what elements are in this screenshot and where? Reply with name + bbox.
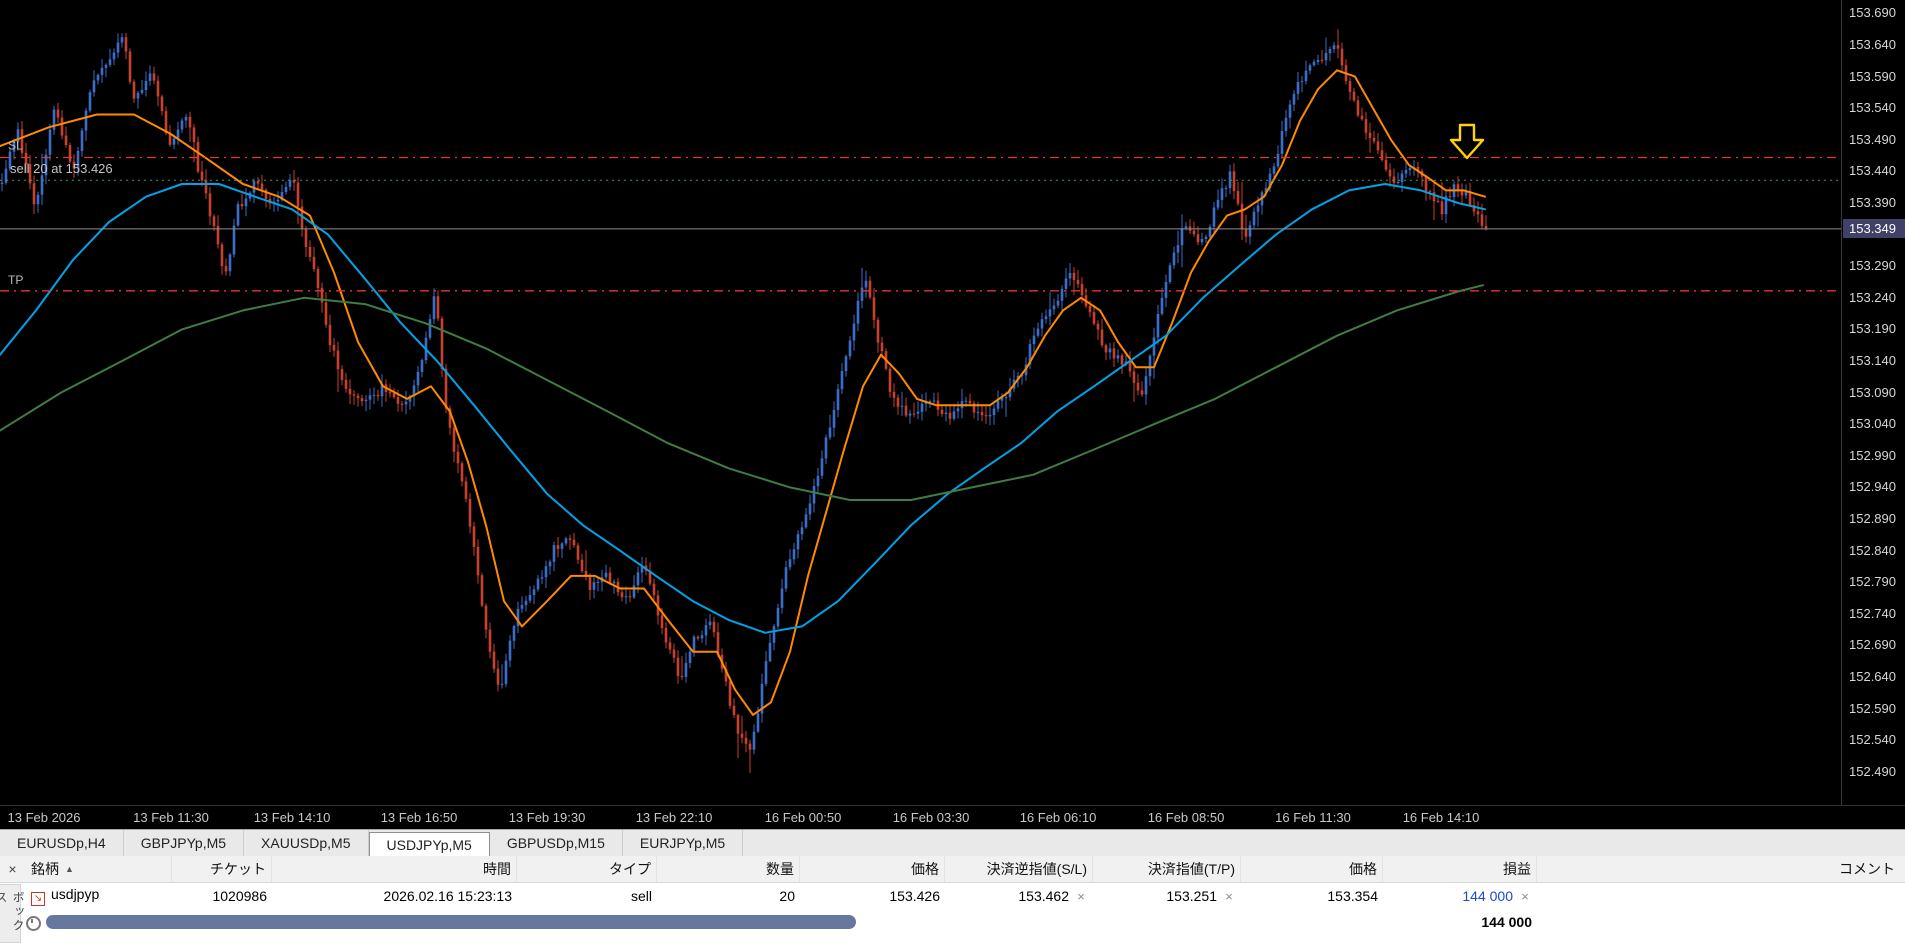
price-axis-label: 152.540 bbox=[1849, 732, 1896, 748]
position-line-label: sell 20 at 153.426 bbox=[10, 161, 113, 176]
price-axis-label: 152.790 bbox=[1849, 574, 1896, 590]
sl-line-label: SL bbox=[8, 139, 23, 153]
chart-tab-gbpjpyp-m5[interactable]: GBPJPYp,M5 bbox=[124, 830, 245, 856]
column-header-volume[interactable]: 数量 bbox=[657, 856, 800, 882]
price-axis-label: 153.490 bbox=[1849, 131, 1896, 147]
price-axis[interactable]: 153.349 153.690 153.640 153.590 153.540 153.… bbox=[1841, 0, 1905, 805]
time-axis-label: 13 Feb 16:50 bbox=[380, 810, 458, 825]
position-tp-cell: 153.251 × bbox=[1093, 888, 1241, 904]
chart-tab-usdjpyp-m5[interactable]: USDJPYp,M5 bbox=[368, 832, 490, 856]
position-volume: 20 bbox=[779, 888, 795, 904]
tp-line-label: TP bbox=[8, 273, 23, 287]
ma-mid-cyan bbox=[0, 183, 1486, 634]
position-ticket: 1020986 bbox=[212, 888, 267, 904]
price-axis-label: 152.690 bbox=[1849, 637, 1896, 653]
close-panel-button[interactable]: × bbox=[8, 861, 17, 877]
candles bbox=[0, 29, 1488, 774]
price-chart[interactable]: SL sell 20 at 153.426 TP bbox=[0, 0, 1841, 805]
position-time: 2026.02.16 15:23:13 bbox=[383, 888, 512, 904]
price-axis-label: 152.990 bbox=[1849, 447, 1896, 463]
price-axis-label: 153.690 bbox=[1849, 5, 1896, 21]
column-header-tp[interactable]: 決済指値(T/P) bbox=[1093, 856, 1241, 882]
time-axis-label: 13 Feb 14:10 bbox=[253, 810, 331, 825]
position-tp-value: 153.251 bbox=[1166, 888, 1217, 904]
price-axis-label: 153.640 bbox=[1849, 36, 1896, 52]
total-profit-cell: 144 000 bbox=[1383, 914, 1537, 930]
time-axis-label: 13 Feb 2026 bbox=[7, 810, 81, 825]
chart-tab-xauusdp-m5[interactable]: XAUUSDp,M5 bbox=[244, 830, 369, 856]
position-current-price: 153.354 bbox=[1327, 888, 1378, 904]
price-axis-label: 152.740 bbox=[1849, 605, 1896, 621]
time-axis-label: 16 Feb 00:50 bbox=[764, 810, 842, 825]
price-axis-label: 153.140 bbox=[1849, 352, 1896, 368]
price-axis-label: 153.290 bbox=[1849, 258, 1896, 274]
terminal-header-row: × 銘柄 ▲ チケット 時間 タイプ 数量 価格 決済逆指値(S/L) 決済指値(T/P) 価格損… bbox=[0, 856, 1905, 883]
position-open-price: 153.426 bbox=[889, 888, 940, 904]
time-axis-label: 13 Feb 22:10 bbox=[635, 810, 713, 825]
position-symbol: usdjpyp bbox=[51, 886, 100, 903]
price-axis-label: 153.540 bbox=[1849, 100, 1896, 116]
sort-ascending-icon: ▲ bbox=[65, 864, 74, 874]
column-header-sl[interactable]: 決済逆指値(S/L) bbox=[945, 856, 1093, 882]
toolbox-side-tab-label: ボックス bbox=[0, 891, 25, 933]
column-header-symbol[interactable]: 銘柄 ▲ bbox=[26, 856, 172, 882]
price-axis-label: 153.090 bbox=[1849, 384, 1896, 400]
sell-position-icon: ↘ bbox=[31, 891, 45, 906]
price-axis-label: 153.440 bbox=[1849, 163, 1896, 179]
price-axis-label: 152.940 bbox=[1849, 479, 1896, 495]
price-axis-label: 152.640 bbox=[1849, 668, 1896, 684]
clock-icon bbox=[26, 916, 41, 931]
price-axis-label: 152.590 bbox=[1849, 700, 1896, 716]
chart-tab-eurusdp-h4[interactable]: EURUSDp,H4 bbox=[0, 830, 124, 856]
ma-slow-green bbox=[0, 284, 1484, 501]
horizontal-scrollbar-thumb[interactable] bbox=[46, 915, 856, 929]
time-axis-label: 16 Feb 03:30 bbox=[892, 810, 970, 825]
price-axis-label: 152.490 bbox=[1849, 763, 1896, 779]
time-axis-label: 16 Feb 11:30 bbox=[1275, 810, 1351, 825]
chart-tab-eurjpyp-m5[interactable]: EURJPYp,M5 bbox=[623, 830, 744, 856]
position-sl-cell: 153.462 × bbox=[945, 888, 1093, 904]
column-header-price[interactable]: 価格 bbox=[800, 856, 945, 882]
position-profit-value: 144 000 bbox=[1462, 888, 1513, 904]
remove-sl-button[interactable]: × bbox=[1077, 888, 1085, 904]
position-type: sell bbox=[630, 888, 652, 904]
column-header-profit[interactable]: 損益 bbox=[1383, 856, 1537, 882]
time-axis[interactable]: 13 Feb 2026 13 Feb 11:30 13 Feb 14:10 13 Fe… bbox=[0, 805, 1905, 830]
time-axis-label: 13 Feb 19:30 bbox=[508, 810, 586, 825]
remove-tp-button[interactable]: × bbox=[1225, 888, 1233, 904]
toolbox-side-tab[interactable]: ボックス bbox=[0, 884, 25, 943]
price-axis-label: 153.390 bbox=[1849, 194, 1896, 210]
sell-signal-arrow[interactable] bbox=[1449, 123, 1485, 160]
column-header-time[interactable]: 時間 bbox=[272, 856, 517, 882]
column-header-type[interactable]: タイプ bbox=[517, 856, 657, 882]
price-axis-label: 153.040 bbox=[1849, 416, 1896, 432]
time-axis-label: 16 Feb 14:10 bbox=[1402, 810, 1480, 825]
ma-fast-orange bbox=[0, 69, 1486, 716]
column-header-ticket[interactable]: チケット bbox=[172, 856, 272, 882]
price-axis-label: 152.840 bbox=[1849, 542, 1896, 558]
chart-tab-bar: EURUSDp,H4 GBPJPYp,M5 XAUUSDp,M5 USDJPYp,M5… bbox=[0, 829, 1905, 856]
total-profit-value: 144 000 bbox=[1481, 914, 1532, 930]
price-axis-label: 152.890 bbox=[1849, 510, 1896, 526]
time-axis-label: 16 Feb 06:10 bbox=[1019, 810, 1097, 825]
time-axis-label: 16 Feb 08:50 bbox=[1147, 810, 1225, 825]
column-header-price-current[interactable]: 価格 bbox=[1241, 856, 1383, 882]
position-profit-cell: 144 000 × bbox=[1383, 888, 1537, 904]
price-axis-label: 153.590 bbox=[1849, 68, 1896, 84]
position-row[interactable]: ↘ usdjpyp 1020986 2026.02.16 15:23:13 sel… bbox=[0, 883, 1905, 909]
price-axis-label: 153.240 bbox=[1849, 289, 1896, 305]
symbol-cell: ↘ usdjpyp bbox=[26, 886, 172, 906]
time-axis-label: 13 Feb 11:30 bbox=[133, 810, 209, 825]
chart-tab-gbpusdp-m15[interactable]: GBPUSDp,M15 bbox=[490, 830, 623, 856]
position-sl-value: 153.462 bbox=[1018, 888, 1069, 904]
close-position-button[interactable]: × bbox=[1521, 888, 1529, 904]
terminal-panel: × 銘柄 ▲ チケット 時間 タイプ 数量 価格 決済逆指値(S/L) 決済指値(T/P) 価格損… bbox=[0, 856, 1905, 943]
current-price-badge: 153.349 bbox=[1843, 218, 1905, 238]
column-header-comment[interactable]: コメント bbox=[1839, 861, 1895, 877]
price-axis-label: 153.190 bbox=[1849, 321, 1896, 337]
